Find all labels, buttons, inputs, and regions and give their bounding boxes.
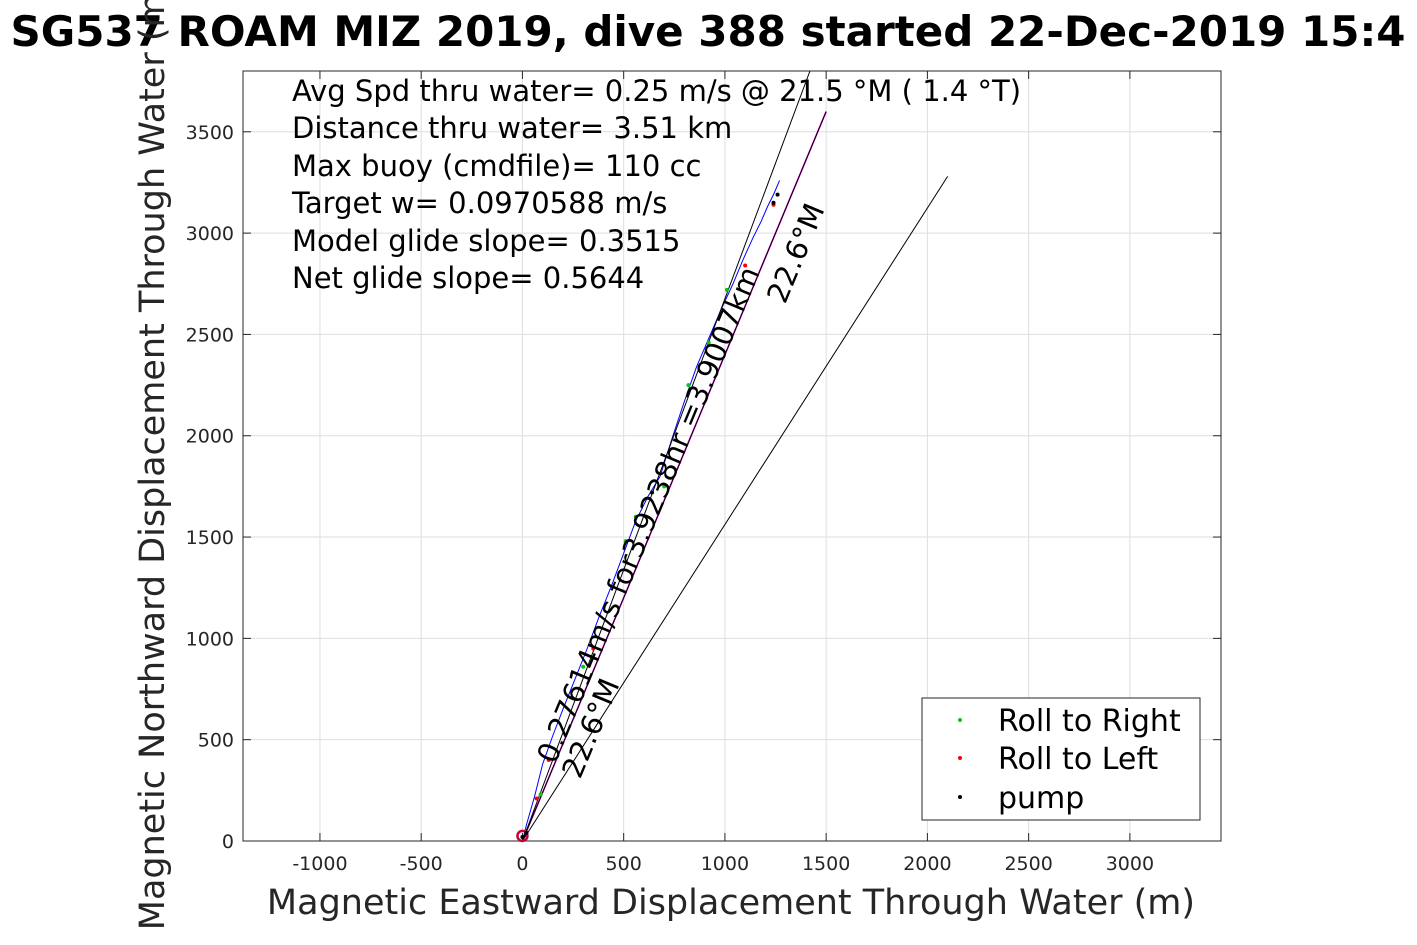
marker-pump [775,192,780,197]
legend-label-roll-left: Roll to Left [998,742,1158,777]
y-tick-label: 500 [198,730,234,752]
legend-marker-roll-left [958,756,962,760]
series-line [521,111,827,842]
series-line [521,70,811,842]
legend: Roll to Right Roll to Left pump [921,697,1201,821]
marker-pump [650,490,655,495]
x-tick-label: 2500 [1004,853,1052,875]
marker-roll-to-left [591,646,596,651]
series-line [521,180,781,842]
y-tick-label: 2500 [186,324,234,346]
legend-marker-roll-right [958,718,962,722]
y-tick-label: 3500 [186,122,234,144]
y-tick-label: 1500 [186,527,234,549]
series-line [522,176,949,842]
marker-roll-to-right [633,514,638,519]
axis-ticks: -1000 -500 0 500 1000 1500 2000 2500 3000 0 500 100… [186,71,1221,875]
plot-frame [242,70,1222,842]
x-tick-label: 1000 [701,853,749,875]
stat-model-glide-slope: Model glide slope= 0.3515 [292,224,680,258]
start-point [516,829,529,843]
stat-target-w: Target w= 0.0970588 m/s [291,186,667,220]
stat-net-glide-slope: Net glide slope= 0.5644 [292,261,644,295]
marker-roll-to-right [581,664,586,669]
stat-distance: Distance thru water= 3.51 km [292,111,732,145]
marker-pump [520,834,525,839]
legend-label-roll-right: Roll to Right [998,704,1181,739]
plot-lines [516,70,949,843]
legend-box [921,697,1201,821]
plot-markers [520,192,780,839]
x-tick-label: 1500 [802,853,850,875]
y-tick-label: 0 [222,831,234,853]
marker-roll-to-right [724,287,729,292]
y-tick-label: 2000 [186,426,234,448]
x-tick-label: 0 [516,853,528,875]
marker-roll-to-right [623,539,628,544]
x-tick-label: -500 [400,853,443,875]
marker-roll-to-left [534,796,539,801]
y-axis-label: Magnetic Northward Displacement Through … [133,0,173,930]
marker-roll-to-right [686,383,691,388]
legend-label-pump: pump [998,781,1084,816]
chart-title: SG537 ROAM MIZ 2019, dive 388 started 22… [11,7,1406,56]
marker-roll-to-left [743,263,748,268]
y-tick-label: 3000 [186,223,234,245]
y-tick-label: 1000 [186,628,234,650]
marker-roll-to-right [706,340,711,345]
marker-pump [771,200,776,205]
marker-pump [524,830,529,835]
legend-marker-pump [958,795,962,799]
marker-roll-to-right [662,484,667,489]
x-axis-label: Magnetic Eastward Displacement Through W… [267,883,1195,923]
stat-avg-speed: Avg Spd thru water= 0.25 m/s @ 21.5 °M (… [292,74,1021,108]
x-tick-label: 3000 [1106,853,1154,875]
x-tick-label: 500 [606,853,642,875]
marker-roll-to-left [546,757,551,762]
stats-block: Avg Spd thru water= 0.25 m/s @ 21.5 °M (… [291,74,1021,295]
x-tick-label: 2000 [903,853,951,875]
marker-roll-to-right [538,792,543,797]
stat-max-buoy: Max buoy (cmdfile)= 110 cc [292,149,701,183]
x-tick-label: -1000 [292,853,347,875]
